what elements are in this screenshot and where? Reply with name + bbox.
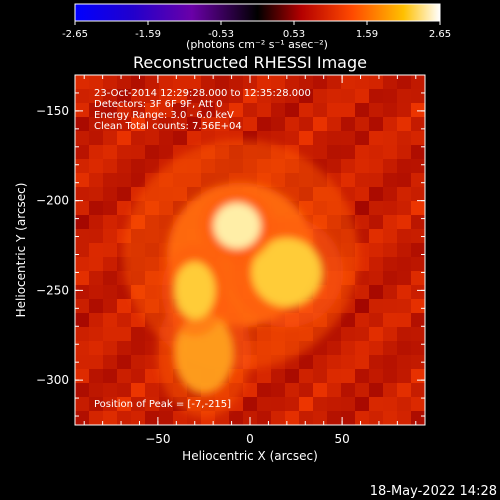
x-axis-label: Heliocentric X (arcsec) [182,449,318,463]
y-tick-label: −150 [36,104,69,118]
colorbar-tick-label: 2.65 [429,29,451,40]
colorbar-tick-label: -0.53 [208,29,234,40]
x-tick-label: 50 [334,432,349,446]
y-ticks: −150 −200 −250 −300 [36,74,425,417]
x-ticks: −50 0 50 [83,75,417,446]
y-tick-label: −250 [36,283,69,297]
peak-label: Position of Peak = [-7,-215] [94,399,231,410]
source-core [213,202,261,249]
annotations: 23-Oct-2014 12:29:28.000 to 12:35:28.000… [94,88,311,132]
timestamp: 18-May-2022 14:28 [370,484,497,499]
colorbar-ticks: -2.65 -1.59 -0.53 0.53 1.59 2.65 [62,21,451,40]
x-tick-label: −50 [145,432,170,446]
colorbar-tick-label: -1.59 [135,29,161,40]
y-tick-label: −200 [36,194,69,208]
source-core [251,237,323,307]
annotation-line: 23-Oct-2014 12:29:28.000 to 12:35:28.000 [94,88,311,99]
annotation-line: Energy Range: 3.0 - 6.0 keV [94,110,234,121]
colorbar-units: (photons cm⁻² s⁻¹ asec⁻²) [186,38,328,51]
x-tick-label: 0 [246,432,254,446]
y-axis-label: Heliocentric Y (arcsec) [14,183,28,318]
colorbar [74,3,441,22]
annotation-line: Detectors: 3F 6F 9F, Att 0 [94,99,222,110]
colorbar-tick-label: -2.65 [62,29,88,40]
heatmap [75,75,425,425]
chart-title: Reconstructed RHESSI Image [133,53,367,72]
source-core [174,261,216,320]
y-tick-label: −300 [36,373,69,387]
annotation-line: Clean Total counts: 7.56E+04 [94,121,242,132]
colorbar-tick-label: 0.53 [283,29,305,40]
colorbar-tick-label: 1.59 [356,29,378,40]
